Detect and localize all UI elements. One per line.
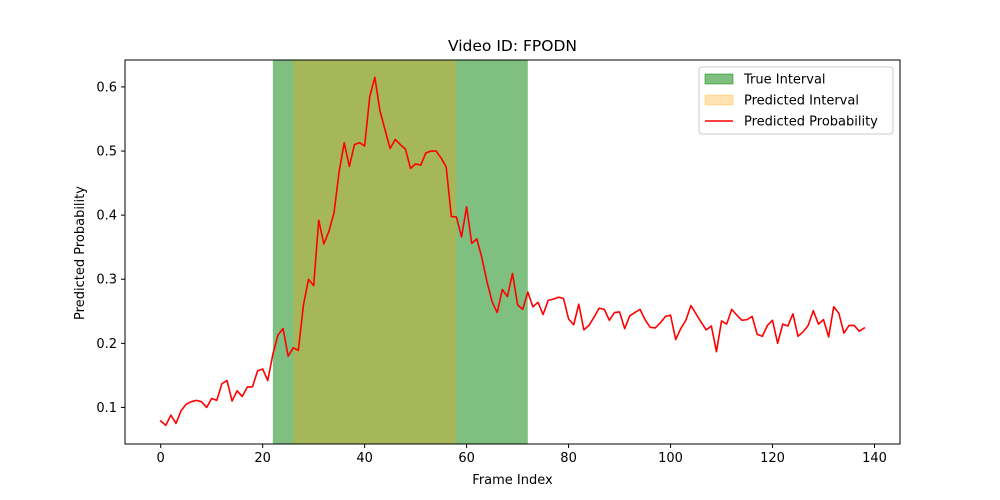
x-tick-label: 80	[560, 451, 577, 466]
y-tick-label: 0.5	[96, 145, 117, 160]
chart-title: Video ID: FPODN	[448, 37, 577, 55]
x-tick-label: 0	[157, 451, 165, 466]
legend-label-predicted-interval: Predicted Interval	[744, 94, 859, 109]
legend: True Interval Predicted Interval Predicted…	[698, 66, 894, 135]
x-tick-label: 100	[658, 451, 683, 466]
x-tick-label: 120	[760, 451, 785, 466]
y-tick-label: 0.1	[96, 401, 117, 416]
plot-frame	[124, 59, 901, 445]
x-tick-label: 60	[458, 451, 475, 466]
legend-label-true-interval: True Interval	[743, 73, 826, 88]
y-tick-label: 0.6	[96, 80, 117, 95]
plot-area	[124, 59, 901, 445]
legend-swatch-true-interval	[704, 73, 734, 85]
y-tick-label: 0.4	[96, 209, 117, 224]
intervals-layer	[272, 60, 528, 444]
legend-box	[698, 66, 894, 135]
legend-swatch-predicted-interval	[704, 94, 734, 106]
x-axis-label: Frame Index	[472, 473, 553, 488]
interval-band-predicted	[293, 60, 457, 444]
y-tick-label: 0.2	[96, 337, 117, 352]
series-layer	[159, 76, 866, 427]
y-tick-label: 0.3	[96, 273, 117, 288]
series-line-predicted-probability	[159, 76, 866, 427]
x-axis: 0 20 40 60 80 100 120 140	[157, 444, 887, 466]
x-tick-label: 40	[356, 451, 373, 466]
y-axis: 0.1 0.2 0.3 0.4 0.5 0.6	[96, 80, 125, 416]
y-axis-label: Predicted Probability	[73, 186, 88, 320]
interval-band-true	[272, 60, 528, 444]
legend-label-predicted-probability: Predicted Probability	[744, 115, 878, 130]
x-tick-label: 20	[254, 451, 271, 466]
x-tick-label: 140	[862, 451, 887, 466]
